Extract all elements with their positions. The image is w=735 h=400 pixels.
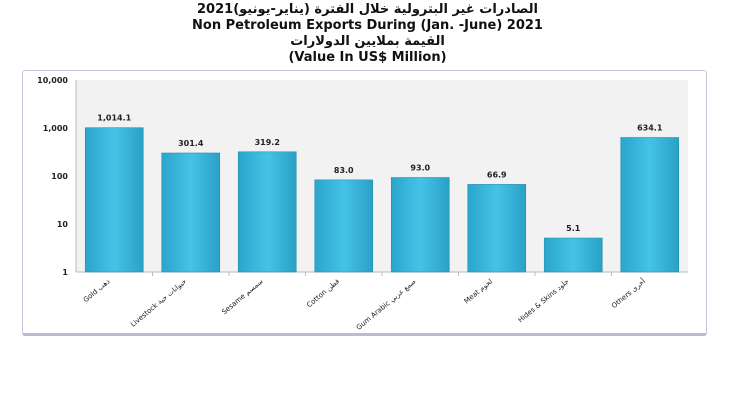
y-tick-label: 10	[57, 220, 69, 229]
data-label: 83.0	[334, 166, 354, 175]
x-tick-label: Gold ذهب	[82, 277, 112, 304]
x-tick-label: Others أخرى	[610, 277, 648, 311]
chart-titles: الصادرات غير البترولية خلال الفترة (يناي…	[0, 2, 735, 66]
bar	[620, 137, 680, 273]
data-label: 301.4	[178, 139, 204, 148]
chart-title: Non Petroleum Exports During (Jan. -June…	[192, 18, 543, 33]
y-tick-label: 1	[62, 268, 68, 277]
y-tick-label: 100	[51, 172, 68, 181]
bar	[467, 184, 527, 273]
bar	[543, 237, 603, 273]
y-tick-label: 1,000	[43, 124, 69, 133]
data-label: 5.1	[566, 224, 581, 233]
chart-subtitle: (Value In US$ Million)	[288, 50, 447, 65]
x-tick-label: Cotton قطن	[305, 277, 341, 309]
data-label: 93.0	[410, 164, 430, 173]
data-label: 319.2	[255, 138, 280, 147]
bar	[237, 151, 297, 273]
x-tick-label: Sesame سمسم	[220, 277, 264, 316]
bar	[390, 177, 450, 273]
bar	[161, 152, 221, 273]
x-tick-label: Meat لحوم	[463, 277, 494, 305]
bar	[314, 179, 374, 273]
title-arabic: الصادرات غير البترولية خلال الفترة (يناي…	[197, 2, 538, 17]
x-tick-label: Livestock حيوانات حية	[129, 277, 188, 328]
data-label: 1,014.1	[97, 114, 131, 123]
data-label: 634.1	[637, 123, 663, 132]
x-tick-label: Hides & Skins جلود	[517, 277, 571, 324]
x-tick-label: Gum Arabic صمغ عربي	[355, 277, 418, 331]
data-label: 66.9	[487, 170, 507, 179]
subtitle-arabic: القيمة بملايين الدولارات	[290, 34, 445, 49]
y-tick-label: 10,000	[37, 76, 68, 85]
bar	[84, 127, 144, 273]
